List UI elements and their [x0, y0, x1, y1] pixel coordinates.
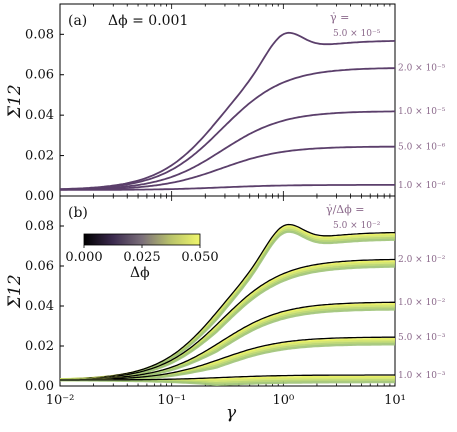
ytick-label: 0.00: [25, 189, 54, 204]
xtick-label: 10⁻¹: [157, 393, 186, 408]
series-annotation: 5.0 × 10⁻²: [333, 221, 381, 231]
panel-b-frame: [59, 195, 396, 387]
series-annotation: 1.0 × 10⁻⁵: [398, 107, 446, 117]
colorbar-tick-label: 0.025: [123, 250, 160, 265]
ytick-label: 0.02: [25, 149, 54, 164]
series-annotation: 2.0 × 10⁻²: [398, 255, 446, 265]
series-annotation: 5.0 × 10⁻³: [398, 333, 446, 343]
series-band-line: [60, 379, 395, 386]
series-annotation: 1.0 × 10⁻³: [398, 371, 446, 381]
panel-b-label: (b): [68, 205, 88, 221]
ytick-label: 0.02: [25, 339, 54, 354]
series-band-line: [60, 339, 395, 381]
series-line: [60, 67, 395, 191]
series-band-line: [60, 341, 395, 382]
series-line: [60, 336, 395, 381]
colorbar-tick-label: 0.050: [181, 250, 218, 265]
panel-b-legend-header: γ̇/Δϕ =: [326, 203, 364, 216]
ytick-label: 0.08: [25, 219, 54, 234]
ytick-label: 0.04: [25, 108, 54, 123]
panel-b-ylabel: Σ12: [5, 274, 25, 309]
series-line: [60, 110, 395, 191]
panel-a: (a) Δϕ = 0.001 0.00 0.02 0.04 0.06 0.08 γ̇ =…: [5, 3, 446, 204]
xtick-label: 10¹: [384, 393, 406, 408]
colorbar-tick-label: 0.000: [65, 250, 102, 265]
ytick-label: 0.06: [25, 259, 54, 274]
series-line: [60, 184, 395, 191]
series-line: [60, 258, 395, 380]
panel-b: (b) 0.000.020.040.060.08 10⁻² 10⁻¹ 10⁰ 10¹ …: [5, 195, 446, 423]
series-line: [60, 374, 395, 381]
colorbar-gradient: [83, 233, 201, 246]
panel-a-note: Δϕ = 0.001: [108, 13, 188, 29]
panel-b-xlabel: γ: [226, 403, 237, 423]
panel-b-annotations: 5.0 × 10⁻² 2.0 × 10⁻² 1.0 × 10⁻² 5.0 × 10⁻³…: [333, 221, 446, 381]
ytick-label: 0.00: [25, 379, 54, 394]
series-annotation: 1.0 × 10⁻⁶: [398, 181, 446, 191]
panel-a-annotations: 5.0 × 10⁻⁵ 2.0 × 10⁻⁵ 1.0 × 10⁻⁵ 5.0 × 10⁻⁶…: [333, 29, 446, 191]
panel-b-xticks: 10⁻² 10⁻¹ 10⁰ 10¹: [46, 393, 406, 408]
series-line: [60, 301, 395, 381]
series-line: [60, 145, 395, 191]
xtick-label: 10⁻²: [46, 393, 75, 408]
ytick-label: 0.08: [25, 27, 54, 42]
panel-b-series: [60, 223, 395, 386]
series-annotation: 1.0 × 10⁻²: [398, 298, 446, 308]
colorbar-label: Δϕ: [130, 265, 150, 281]
panel-a-label: (a): [68, 13, 87, 29]
series-annotation: 2.0 × 10⁻⁵: [398, 64, 446, 74]
xtick-label: 10⁰: [272, 393, 294, 408]
series-annotation: 5.0 × 10⁻⁶: [398, 142, 446, 152]
ytick-label: 0.06: [25, 68, 54, 83]
colorbar-ticks: 0.000 0.025 0.050: [65, 245, 219, 265]
colorbar: 0.000 0.025 0.050 Δϕ: [65, 233, 219, 281]
panel-a-series: [60, 31, 395, 191]
panel-a-ylabel: Σ12: [5, 84, 25, 119]
panel-a-legend-header: γ̇ =: [330, 11, 349, 24]
series-annotation: 5.0 × 10⁻⁵: [333, 29, 381, 39]
ytick-label: 0.04: [25, 299, 54, 314]
